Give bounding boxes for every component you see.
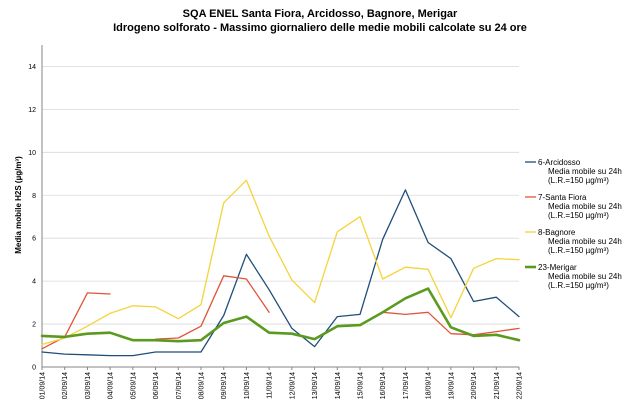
legend-text: (L.R.=150 µg/m³) bbox=[548, 246, 609, 255]
x-tick-label: 09/09/14 bbox=[221, 372, 228, 399]
x-tick-label: 22/09/14 bbox=[517, 372, 524, 399]
y-axis-label: Media mobile H2S (µg/m³) bbox=[14, 156, 23, 254]
x-tick-label: 03/09/14 bbox=[85, 372, 92, 399]
legend-text: 7-Santa Fiora bbox=[538, 193, 587, 202]
y-tick-label: 6 bbox=[32, 236, 36, 243]
legend-text: Media mobile su 24h bbox=[548, 202, 622, 211]
axes bbox=[41, 45, 520, 370]
x-tick-label: 06/09/14 bbox=[153, 372, 160, 399]
legend-text: (L.R.=150 µg/m³) bbox=[548, 176, 609, 185]
x-tick-label: 13/09/14 bbox=[312, 372, 319, 399]
legend-text: 6-Arcidosso bbox=[538, 158, 581, 167]
legend-text: Media mobile su 24h bbox=[548, 237, 622, 246]
series-group bbox=[40, 179, 521, 357]
x-tick-label: 20/09/14 bbox=[471, 372, 478, 399]
legend-text: Media mobile su 24h bbox=[548, 272, 622, 281]
y-tick-labels: 0 2 4 6 8 10 12 14 bbox=[28, 64, 36, 372]
x-tick-label: 08/09/14 bbox=[199, 372, 206, 399]
legend-text: 8-Bagnore bbox=[538, 228, 576, 237]
legend-text: (L.R.=150 µg/m³) bbox=[548, 211, 609, 220]
legend-text: (L.R.=150 µg/m³) bbox=[548, 281, 609, 290]
x-tick-label: 10/09/14 bbox=[244, 372, 251, 399]
x-tick-label: 07/09/14 bbox=[176, 372, 183, 399]
series-line-1 bbox=[41, 189, 520, 357]
y-tick-label: 8 bbox=[32, 193, 36, 200]
x-tick-label: 17/09/14 bbox=[403, 372, 410, 399]
y-tick-label: 12 bbox=[28, 107, 36, 114]
y-tick-label: 10 bbox=[28, 150, 36, 157]
x-tick-label: 19/09/14 bbox=[448, 372, 455, 399]
legend-text: Media mobile su 24h bbox=[548, 167, 622, 176]
series-line-4 bbox=[40, 287, 521, 343]
series-line-3 bbox=[41, 179, 520, 346]
y-tick-label: 4 bbox=[32, 279, 36, 286]
x-tick-labels: 01/09/14 02/09/14 03/09/14 04/09/14 05/09/14… bbox=[40, 372, 524, 399]
x-tick-label: 11/09/14 bbox=[267, 372, 274, 399]
x-tick-label: 01/09/14 bbox=[40, 372, 47, 399]
chart-title: SQA ENEL Santa Fiora, Arcidosso, Bagnore… bbox=[183, 8, 458, 20]
x-tick-label: 21/09/14 bbox=[494, 372, 501, 399]
x-tick-label: 05/09/14 bbox=[130, 372, 137, 399]
x-tick-label: 14/09/14 bbox=[335, 372, 342, 399]
y-tick-label: 2 bbox=[32, 322, 36, 329]
x-tick-label: 02/09/14 bbox=[62, 372, 69, 399]
x-tick-label: 18/09/14 bbox=[426, 372, 433, 399]
y-tick-label: 0 bbox=[32, 365, 36, 372]
x-tick-label: 15/09/14 bbox=[358, 372, 365, 399]
x-tick-label: 12/09/14 bbox=[289, 372, 296, 399]
chart-subtitle: Idrogeno solforato - Massimo giornaliero… bbox=[113, 22, 527, 34]
series-line-2 bbox=[41, 275, 520, 350]
x-tick-label: 04/09/14 bbox=[108, 372, 115, 399]
grid bbox=[42, 66, 519, 325]
x-tick-label: 16/09/14 bbox=[380, 372, 387, 399]
legend-text: 23-Merigar bbox=[538, 263, 577, 272]
y-tick-label: 14 bbox=[28, 64, 36, 71]
